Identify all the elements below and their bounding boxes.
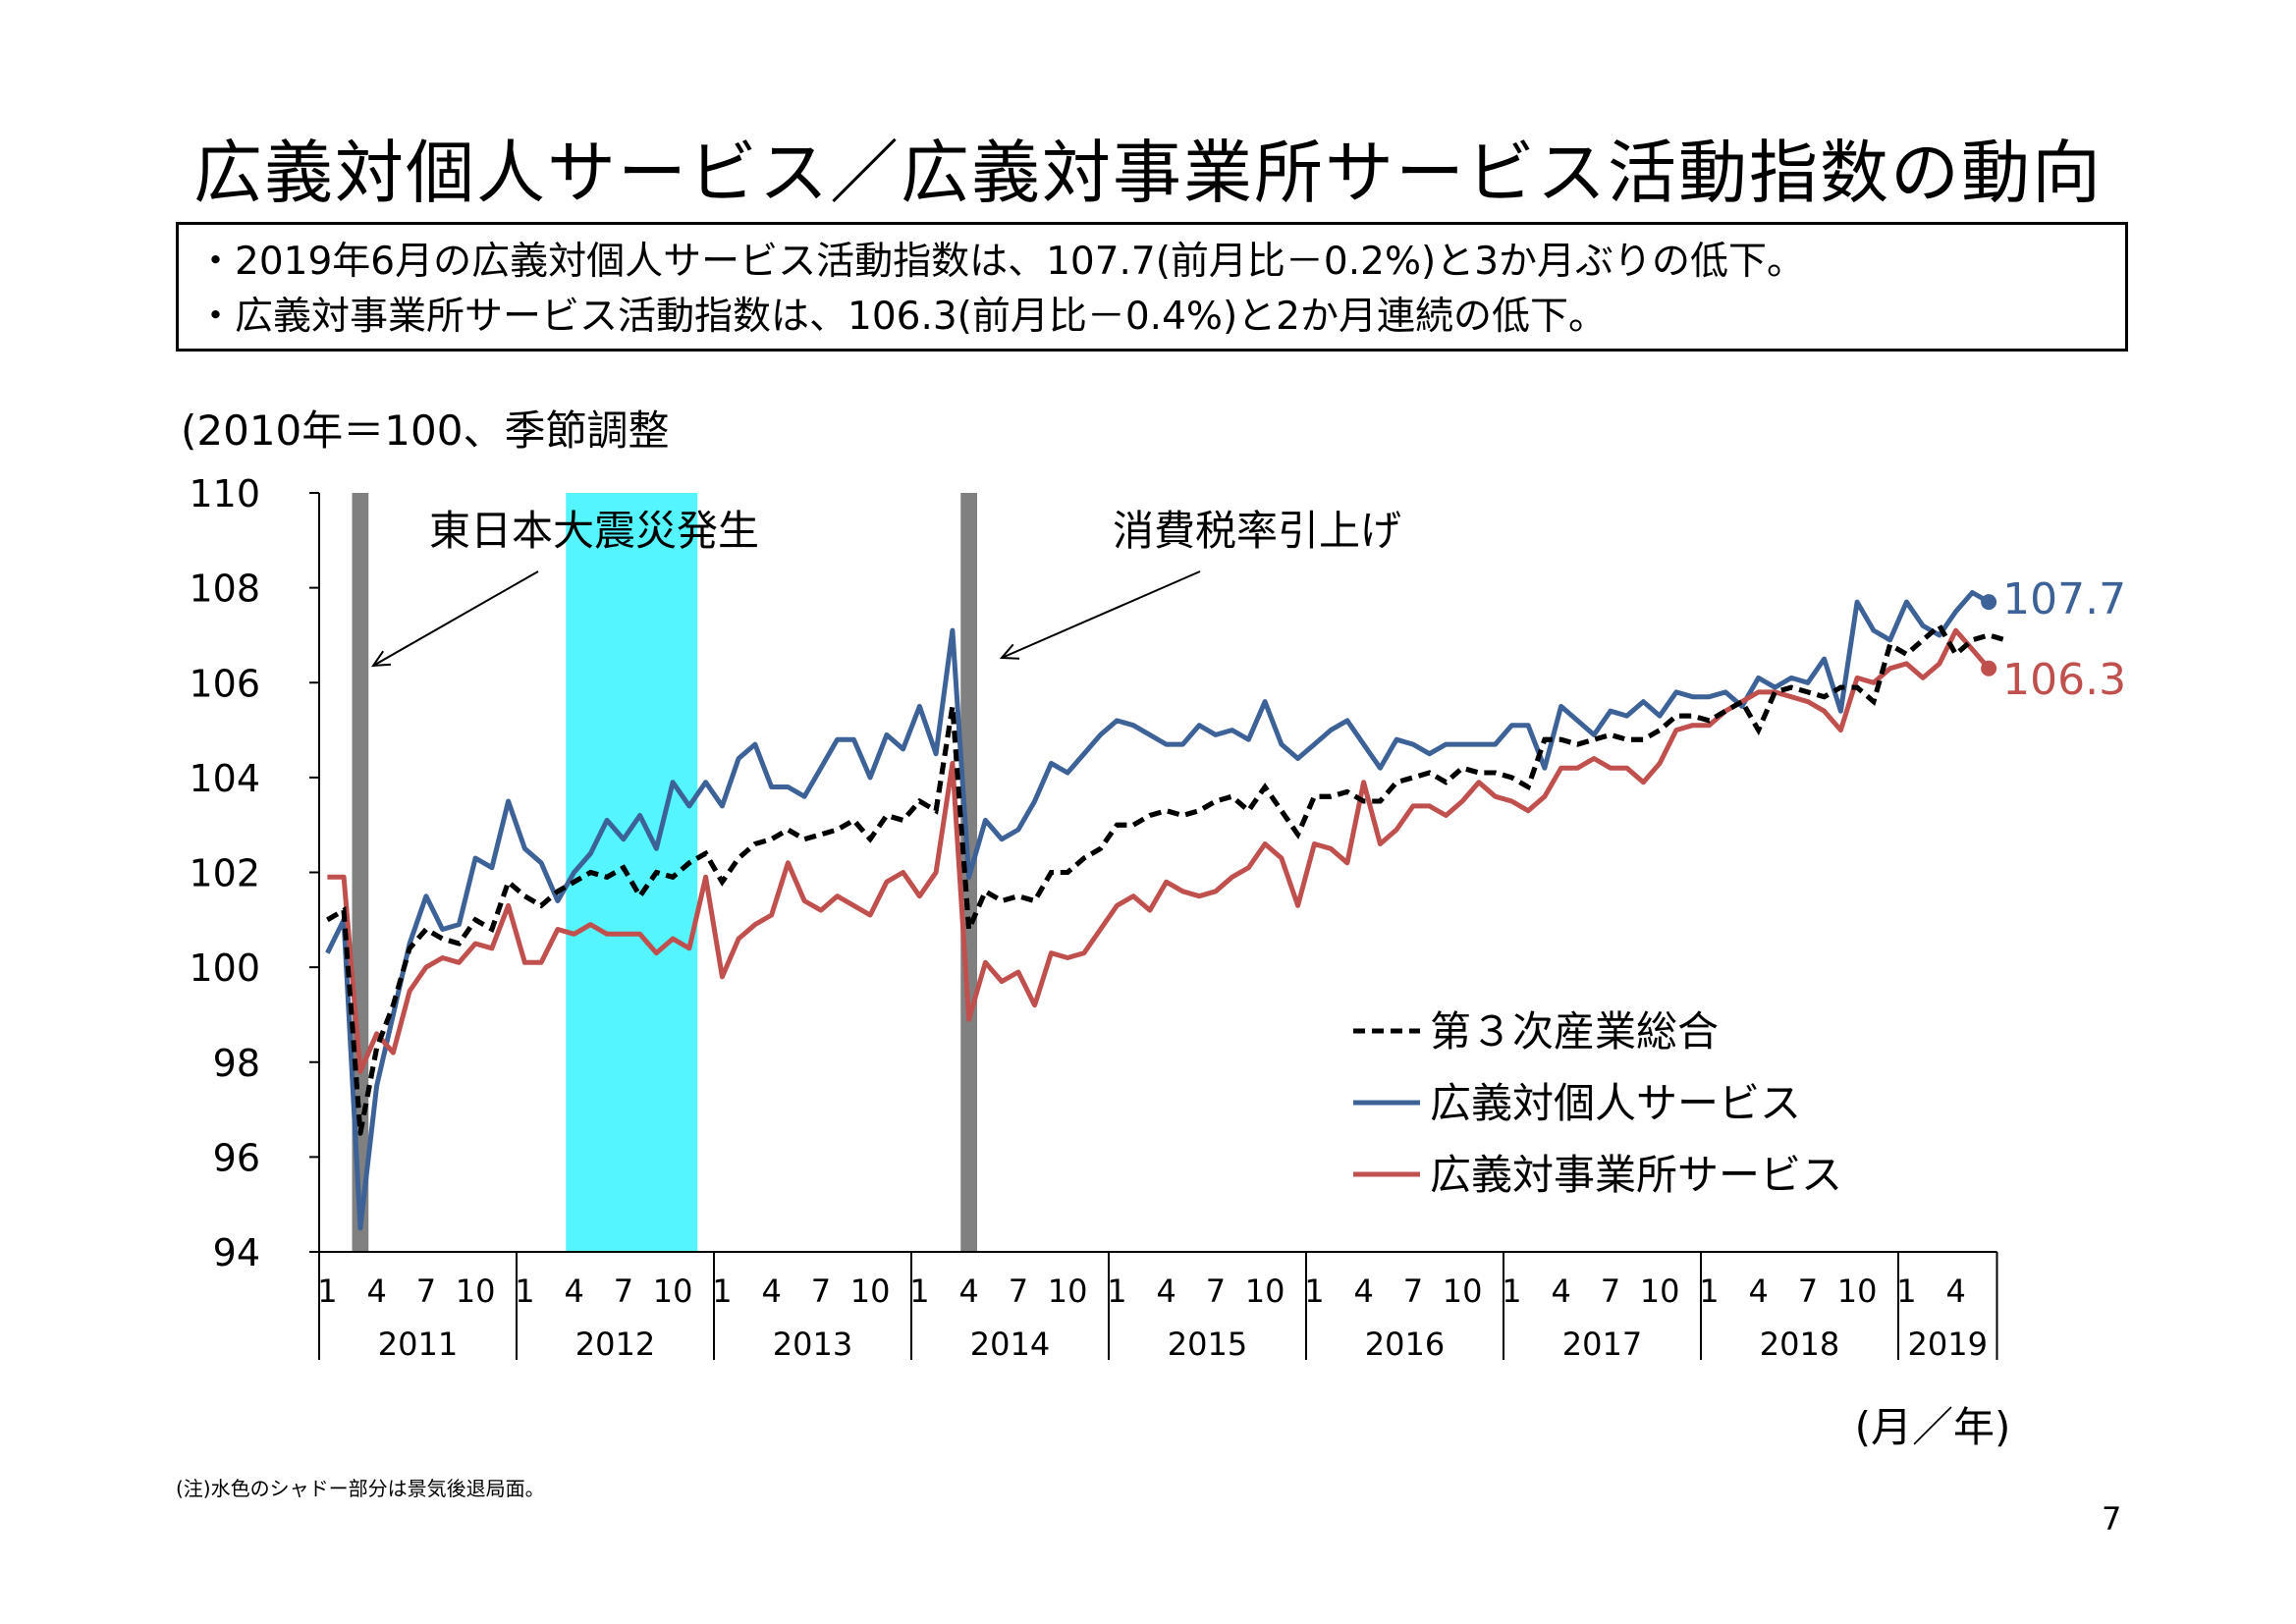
- x-month-label: 4: [1156, 1272, 1175, 1310]
- annotation-label: 東日本大震災発生: [429, 507, 759, 555]
- x-month-label: 10: [850, 1272, 891, 1310]
- y-tick-label: 94: [213, 1231, 260, 1274]
- y-tick-label: 106: [189, 662, 260, 705]
- y-tick-label: 98: [213, 1042, 260, 1085]
- y-tick-label: 100: [189, 947, 260, 990]
- x-month-label: 1: [1107, 1272, 1126, 1310]
- x-year-label: 2014: [970, 1326, 1050, 1363]
- x-month-label: 1: [712, 1272, 732, 1310]
- end-marker: [1981, 660, 1997, 677]
- y-tick-label: 104: [189, 757, 260, 800]
- page-number: 7: [2102, 1500, 2122, 1538]
- series-line-overlay: [326, 622, 2006, 1134]
- end-value-label: 107.7: [2002, 574, 2126, 624]
- x-month-label: 7: [1403, 1272, 1423, 1310]
- x-axis-unit-label: (月／年): [1855, 1403, 2011, 1451]
- annotation-arrow: [372, 570, 539, 667]
- x-year-label: 2018: [1760, 1326, 1839, 1363]
- legend-label: 広義対事業所サービス: [1430, 1151, 1842, 1199]
- annotation-label: 消費税率引上げ: [1113, 507, 1401, 555]
- y-tick-label: 96: [213, 1136, 260, 1179]
- x-month-label: 1: [1304, 1272, 1324, 1310]
- x-month-label: 1: [1699, 1272, 1719, 1310]
- x-month-label: 1: [1502, 1272, 1521, 1310]
- arrow-head: [371, 650, 392, 668]
- page-title: 広義対個人サービス／広義対事業所サービス活動指数の動向: [193, 133, 2103, 213]
- x-month-label: 4: [564, 1272, 583, 1310]
- x-year-label: 2013: [773, 1326, 852, 1363]
- annotation-arrow: [1001, 570, 1201, 659]
- x-month-label: 10: [1837, 1272, 1878, 1310]
- x-month-label: 10: [1048, 1272, 1088, 1310]
- x-month-label: 10: [456, 1272, 496, 1310]
- x-month-label: 4: [1945, 1272, 1965, 1310]
- arrow-head: [999, 643, 1020, 660]
- x-year-label: 2015: [1168, 1326, 1247, 1363]
- y-tick-label: 108: [189, 568, 260, 611]
- end-marker: [1981, 594, 1997, 611]
- x-month-label: 10: [653, 1272, 693, 1310]
- x-month-label: 4: [1353, 1272, 1373, 1310]
- summary-line-personal: ・2019年6月の広義対個人サービス活動指数は、107.7(前月比－0.2%)と…: [196, 240, 1806, 284]
- x-month-label: 7: [811, 1272, 831, 1310]
- x-month-label: 7: [1206, 1272, 1226, 1310]
- x-month-label: 4: [958, 1272, 978, 1310]
- x-month-label: 1: [909, 1272, 929, 1310]
- x-month-label: 7: [1798, 1272, 1818, 1310]
- x-month-label: 7: [1601, 1272, 1620, 1310]
- x-month-label: 10: [1443, 1272, 1483, 1310]
- summary-box: ・2019年6月の広義対個人サービス活動指数は、107.7(前月比－0.2%)と…: [176, 222, 2128, 352]
- x-year-label: 2011: [378, 1326, 458, 1363]
- series-line-1: [325, 590, 1991, 1231]
- end-value-label: 106.3: [2002, 655, 2126, 705]
- x-year-label: 2012: [575, 1326, 655, 1363]
- y-tick-label: 102: [189, 852, 260, 895]
- x-month-label: 10: [1640, 1272, 1680, 1310]
- x-month-label: 7: [416, 1272, 436, 1310]
- summary-line-business: ・広義対事業所サービス活動指数は、106.3(前月比－0.4%)と2か月連続の低…: [196, 295, 1607, 339]
- x-month-label: 4: [366, 1272, 386, 1310]
- x-month-label: 4: [1551, 1272, 1570, 1310]
- x-month-label: 7: [1009, 1272, 1028, 1310]
- x-month-label: 10: [1245, 1272, 1285, 1310]
- x-month-label: 7: [614, 1272, 633, 1310]
- legend-label: 広義対個人サービス: [1430, 1079, 1801, 1127]
- x-year-label: 2017: [1562, 1326, 1642, 1363]
- legend-label: 第３次産業総合: [1430, 1007, 1719, 1056]
- x-month-label: 1: [1896, 1272, 1916, 1310]
- footnote: (注)水色のシャドー部分は景気後退局面。: [176, 1477, 545, 1500]
- x-month-label: 4: [1748, 1272, 1768, 1310]
- x-year-label: 2019: [1908, 1326, 1988, 1363]
- shaded-period-1: [566, 493, 698, 1252]
- chart-unit-label: (2010年＝100、季節調整: [181, 406, 670, 455]
- x-month-label: 1: [515, 1272, 534, 1310]
- x-month-label: 1: [317, 1272, 337, 1310]
- y-tick-label: 110: [189, 472, 260, 515]
- x-year-label: 2016: [1365, 1326, 1445, 1363]
- x-month-label: 4: [761, 1272, 781, 1310]
- series-line-2: [327, 627, 1991, 1074]
